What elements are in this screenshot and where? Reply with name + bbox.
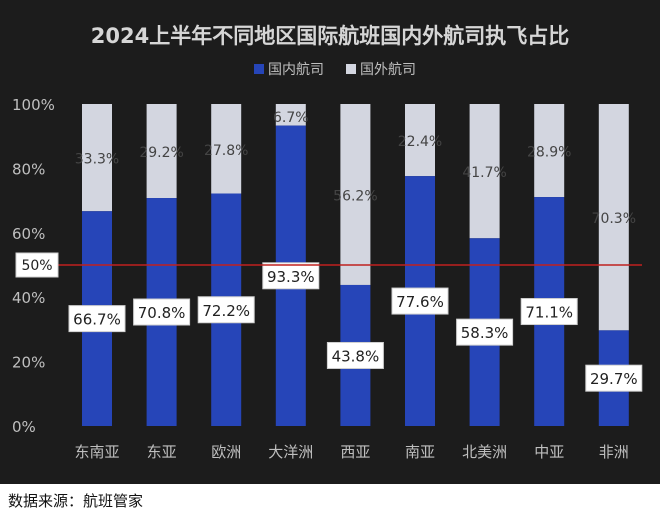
bar-foreign — [146, 104, 177, 199]
source-note: 数据来源：航班管家 — [8, 492, 144, 510]
x-category-label: 南亚 — [405, 443, 435, 461]
data-label-foreign: 41.7% — [462, 165, 506, 181]
data-label-foreign: 33.3% — [75, 152, 119, 168]
x-category-label: 西亚 — [340, 443, 370, 461]
legend-swatch-foreign — [346, 64, 356, 74]
data-label-foreign: 22.4% — [398, 134, 442, 150]
x-category-label: 中亚 — [534, 443, 564, 461]
bar-foreign — [405, 104, 435, 177]
data-label-domestic: 93.3% — [267, 268, 315, 286]
data-label-box — [133, 298, 191, 326]
data-label-domestic: 66.7% — [73, 311, 121, 329]
data-label-domestic: 77.6% — [396, 293, 444, 311]
data-label-domestic: 58.3% — [461, 324, 509, 342]
chart-title: 2024上半年不同地区国际航班国内外航司执飞占比 — [90, 24, 570, 48]
bar-foreign — [82, 104, 112, 212]
data-label-foreign: 70.3% — [592, 211, 636, 227]
data-label-foreign: 56.2% — [333, 188, 377, 204]
data-label-box — [391, 287, 449, 315]
legend-label: 国内航司 — [268, 62, 324, 78]
bar-foreign — [534, 104, 565, 198]
data-label-box — [197, 296, 255, 324]
data-label-domestic: 72.2% — [202, 302, 250, 320]
bar-foreign — [469, 104, 500, 239]
y-tick-label: 80% — [12, 160, 45, 178]
y-tick-label: 40% — [12, 289, 45, 307]
bar-foreign — [340, 104, 371, 285]
bar-foreign — [598, 104, 629, 331]
chart-plot: 0% 20% 40% 60% 80% 100% 国内航司 国外航司 33.3% 66.7% 东南亚 2… — [12, 62, 643, 461]
bar-foreign — [275, 104, 306, 126]
data-label-box — [262, 262, 320, 290]
reference-label-box — [15, 252, 59, 278]
x-category-label: 东亚 — [147, 443, 177, 461]
data-label-box — [326, 341, 384, 369]
bar-foreign — [211, 104, 242, 194]
data-label-foreign: 6.7% — [273, 110, 309, 126]
x-category-label: 东南亚 — [74, 443, 119, 461]
x-category-label: 北美洲 — [462, 443, 507, 461]
data-label-box — [68, 305, 126, 333]
y-tick-label: 0% — [12, 418, 36, 436]
reference-label: 50% — [21, 258, 52, 274]
x-category-label: 大洋洲 — [268, 443, 313, 461]
data-label-domestic: 71.1% — [525, 304, 573, 322]
y-tick-label: 100% — [12, 96, 55, 114]
x-category-label: 欧洲 — [211, 443, 241, 461]
legend-swatch-domestic — [254, 64, 264, 74]
data-label-foreign: 27.8% — [204, 143, 248, 159]
data-label-foreign: 28.9% — [527, 145, 571, 161]
chart-panel: 2024上半年不同地区国际航班国内外航司执飞占比 0% 20% 40% 60% 80% 1… — [0, 0, 660, 484]
x-category-label: 非洲 — [599, 443, 629, 461]
data-label-domestic: 43.8% — [332, 347, 380, 365]
y-tick-label: 60% — [12, 225, 45, 243]
data-label-box — [456, 318, 514, 346]
data-label-box — [520, 298, 578, 326]
legend-label: 国外航司 — [360, 62, 416, 78]
data-label-foreign: 29.2% — [139, 145, 183, 161]
data-label-domestic: 29.7% — [590, 370, 638, 388]
data-label-box — [585, 364, 643, 392]
data-label-domestic: 70.8% — [138, 304, 186, 322]
y-tick-label: 20% — [12, 354, 45, 372]
